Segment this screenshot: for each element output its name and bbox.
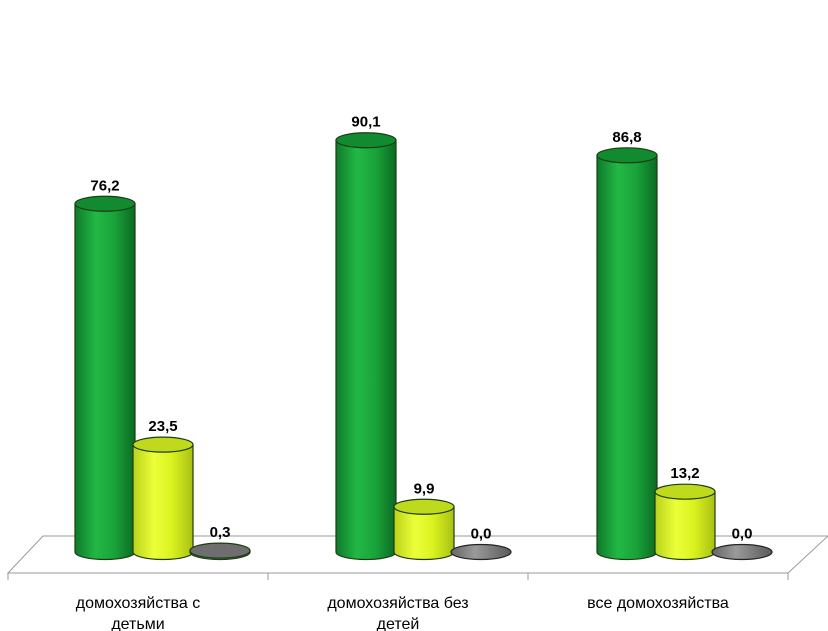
value-label: 86,8	[612, 129, 641, 146]
bar-disc	[711, 543, 773, 561]
value-label: 76,2	[90, 177, 119, 194]
category-label: детьми	[111, 616, 164, 631]
bar-series2-cat1	[450, 543, 512, 561]
data-labels: 76,2 90,1 86,8 23,5 9,9 13,2 0,3 0,0 0,0	[90, 114, 752, 543]
bar-body	[596, 154, 658, 561]
bar-body	[654, 491, 716, 561]
value-label: 13,2	[670, 465, 699, 482]
bar-body	[74, 203, 136, 561]
bar-series2-cat2	[711, 543, 773, 561]
bar-series0-cat1	[335, 132, 397, 561]
bar-top	[189, 542, 251, 559]
value-label: 0,3	[210, 524, 231, 541]
bar-series1-cat0	[132, 436, 194, 561]
bar-top	[74, 195, 136, 212]
bar-top	[654, 483, 716, 500]
value-label: 90,1	[351, 114, 380, 131]
bar-series1-cat2	[654, 483, 716, 561]
bar-top	[132, 436, 194, 453]
bar-disc	[450, 543, 512, 561]
bar-top	[393, 498, 455, 515]
bar-series2-cat0	[189, 542, 251, 561]
bar-top	[596, 147, 658, 164]
bar-body	[132, 444, 194, 561]
category-label: домохозяйства без	[327, 595, 468, 612]
value-label: 9,9	[414, 480, 435, 497]
value-label: 0,0	[732, 526, 753, 543]
bar-body	[335, 139, 397, 561]
bar-series1-cat1	[393, 498, 455, 561]
value-label: 0,0	[471, 526, 492, 543]
bar-series0-cat0	[74, 195, 136, 561]
category-label: все домохозяйства	[587, 595, 729, 612]
category-label: домохозяйства с	[76, 595, 200, 612]
bars	[74, 132, 773, 561]
bar-top	[335, 132, 397, 149]
category-labels: домохозяйства с детьми домохозяйства без де…	[76, 595, 729, 631]
bar-series0-cat2	[596, 147, 658, 561]
category-label: детей	[377, 616, 420, 631]
value-label: 23,5	[148, 418, 177, 435]
